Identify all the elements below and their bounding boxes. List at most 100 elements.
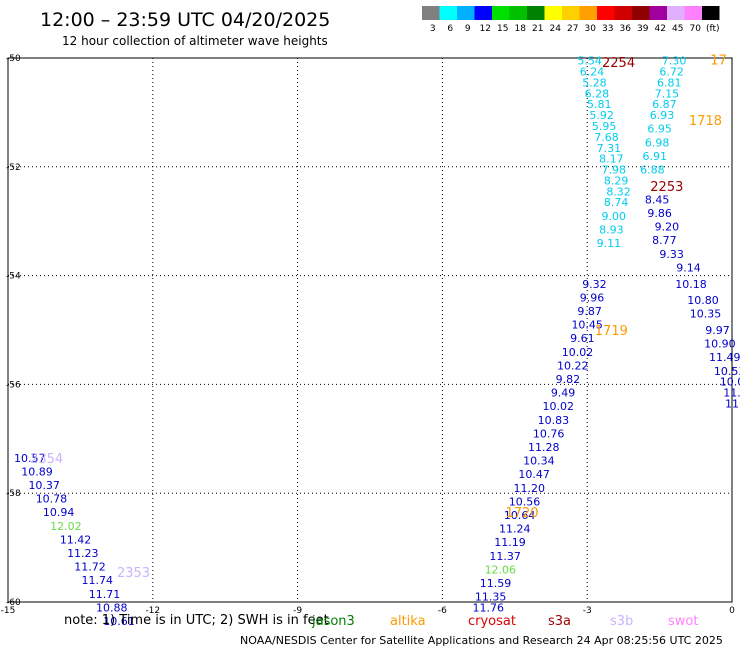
wave-height-label: 10.02 [542, 400, 574, 413]
legend-label: 18 [515, 24, 527, 34]
wave-height-label: 10.89 [21, 465, 53, 478]
wave-height-label: 9.96 [580, 291, 605, 304]
track-labels: 2254 17 1718 2253 1719 1720 2354 2353 [30, 54, 727, 581]
track-time-label: 1720 [505, 506, 538, 521]
wave-height-label: 6.72 [659, 66, 684, 79]
wave-height-label: 11.49 [709, 351, 740, 364]
wave-height-label: 11.59 [480, 577, 512, 590]
wave-height-label: 11.24 [499, 523, 531, 536]
track-time-label: 2354 [30, 452, 63, 467]
wave-height-label: 10.94 [43, 506, 75, 519]
satellite-name: swot [668, 614, 698, 629]
wave-height-label: 11.35 [475, 591, 507, 604]
wave-height-label: 6.95 [647, 123, 672, 136]
wave-height-label: 11.72 [74, 561, 106, 574]
wave-height-label: 11 [725, 397, 739, 410]
wave-height-label: 7.98 [601, 164, 626, 177]
satellite-name: altika [390, 614, 426, 629]
wave-height-label: 6.81 [657, 76, 682, 89]
wave-height-label: 9.86 [647, 207, 672, 220]
wave-height-label: 6.93 [650, 109, 675, 122]
wave-height-label: 10.53 [714, 365, 740, 378]
legend-swatch [667, 6, 685, 20]
wave-height-label: 9.32 [582, 278, 607, 291]
legend-swatch [544, 6, 562, 20]
wave-height-label: 10.02 [562, 346, 594, 359]
legend-label: 24 [550, 24, 562, 34]
legend-label: (ft) [706, 24, 720, 34]
legend-label: 15 [497, 24, 508, 34]
wave-height-label: 9.14 [676, 261, 701, 274]
wave-height-label: 7.30 [662, 55, 687, 68]
wave-height-label: 10.35 [690, 308, 722, 321]
wave-height-label: 11.37 [489, 550, 521, 563]
wave-height-label: 12.06 [485, 563, 517, 576]
wave-height-label: 10.78 [36, 493, 68, 506]
wave-height-label: 5.92 [589, 109, 614, 122]
data-points: 5.546.245.286.285.815.925.957.687.318.17… [14, 55, 740, 628]
wave-height-label: 11.71 [89, 588, 121, 601]
legend-swatch [614, 6, 632, 20]
satellite-name: s3a [548, 614, 571, 629]
wave-height-label: 11.28 [528, 441, 560, 454]
wave-height-label: 9.97 [705, 324, 730, 337]
y-tick-label: -50 [6, 54, 21, 64]
wave-height-label: 11.42 [60, 533, 92, 546]
track-time-label: 2253 [650, 180, 683, 195]
wave-height-label: 7.68 [594, 131, 619, 144]
legend-label: 30 [585, 24, 597, 34]
wave-height-label: 9.11 [597, 237, 622, 250]
wave-height-label: 5.28 [582, 76, 607, 89]
wave-height-label: 6.98 [645, 136, 670, 149]
satellite-name: jason3 [311, 614, 355, 629]
wave-height-label: 11.74 [82, 574, 114, 587]
legend-swatch [579, 6, 597, 20]
y-tick-label: -58 [6, 489, 21, 499]
x-tick-label: 0 [729, 606, 735, 616]
wave-height-label: 9.00 [601, 210, 626, 223]
x-tick-label: -12 [145, 606, 160, 616]
wave-height-label: 5.95 [592, 120, 617, 133]
legend-swatch [422, 6, 440, 20]
legend-label: 21 [532, 24, 543, 34]
wave-height-label: 10.57 [14, 452, 46, 465]
track-time-label: 2254 [602, 56, 635, 71]
wave-height-label: 10.18 [675, 278, 707, 291]
y-tick-label: -56 [6, 380, 21, 390]
wave-height-label: 9.82 [556, 373, 581, 386]
wave-height-label: 11. [723, 387, 740, 400]
legend-swatch [492, 6, 510, 20]
wave-height-label: 10.45 [571, 319, 603, 332]
satellite-name: cryosat [468, 614, 516, 629]
legend-label: 45 [672, 24, 683, 34]
x-tick-label: -9 [293, 606, 302, 616]
wave-height-label: 5.81 [587, 98, 612, 111]
wave-height-label: 6.28 [585, 87, 610, 100]
chart-title: 12:00 – 23:59 UTC 04/20/2025 [40, 9, 330, 31]
wave-height-label: 10.76 [533, 427, 565, 440]
wave-height-label: 6.87 [652, 98, 677, 111]
wave-height-label: 10.80 [687, 294, 719, 307]
wave-height-label: 7.31 [597, 142, 622, 155]
wave-height-label: 12.02 [50, 520, 82, 533]
footnote: note: 1) Time is in UTC; 2) SWH is in fe… [64, 613, 329, 628]
legend-swatch [439, 6, 457, 20]
wave-height-label: 8.74 [604, 196, 629, 209]
wave-height-label: 10.90 [704, 338, 736, 351]
wave-height-label: 8.32 [606, 185, 631, 198]
y-tick-label: -52 [6, 163, 21, 173]
wave-height-label: 11.76 [473, 601, 505, 614]
wave-height-label: 6.91 [643, 150, 668, 163]
wave-height-label: 10.34 [523, 455, 555, 468]
wave-height-label: 10.37 [28, 479, 60, 492]
wave-height-label: 8.29 [604, 174, 629, 187]
legend-label: 6 [447, 24, 453, 34]
legend-swatch [597, 6, 615, 20]
wave-height-label: 9.87 [577, 305, 602, 318]
y-tick-label: -60 [6, 598, 21, 608]
grid-lines [7, 57, 733, 603]
legend-label: 36 [620, 24, 632, 34]
legend-swatch [632, 6, 650, 20]
wave-height-label: 10.0 [720, 376, 740, 389]
wave-height-label: 8.17 [599, 153, 624, 166]
